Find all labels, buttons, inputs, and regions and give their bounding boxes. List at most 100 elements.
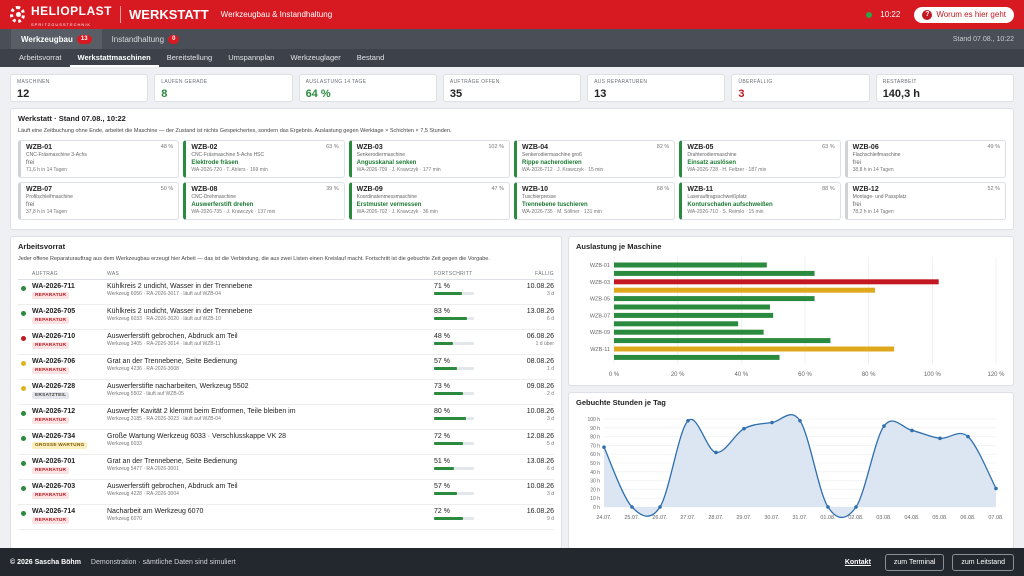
due-cell: 13.08.26 6 d	[504, 454, 554, 480]
x-tick-label: 04.08.	[904, 515, 920, 521]
table-row[interactable]: WA-2026-703 REPARATUR Auswerferstift gebro…	[18, 479, 554, 505]
order-type-badge: REPARATUR	[32, 317, 70, 324]
data-point-01.08.	[826, 505, 830, 509]
status-dot-icon	[21, 336, 26, 341]
data-point-29.07.	[742, 426, 746, 431]
table-row[interactable]: WA-2026-711 REPARATUR Kühlkreis 2 undicht,…	[18, 279, 554, 305]
kpi-value: 12	[17, 88, 30, 100]
help-button[interactable]: ? Worum es hier geht	[914, 6, 1014, 23]
bar-wzb-05	[614, 296, 815, 302]
bar-wzb-08	[614, 321, 739, 327]
status-dot-icon	[21, 386, 26, 391]
progress-value: 51 %	[434, 458, 450, 465]
terminal-button[interactable]: zum Terminal	[884, 553, 945, 571]
kpi-value: 13	[594, 88, 607, 100]
machine-card-head: WZB-06 49 %	[853, 144, 1000, 151]
y-tick-label: 20 h	[590, 487, 600, 493]
what-cell: Kühlkreis 2 undicht, Wasser in der Trenn…	[107, 304, 434, 330]
bar-wzb-01	[614, 262, 767, 268]
order-cell: WA-2026-714 REPARATUR	[32, 504, 107, 530]
machine-meta: 38,8 h in 14 Tagen	[852, 167, 894, 173]
due-remaining: 3 d	[547, 416, 554, 422]
machine-card[interactable]: WZB-02 63 % CNC-Fräsmaschine 5-Achs HSC Ele…	[183, 140, 345, 178]
status-cell	[18, 304, 32, 330]
machine-card-head: WZB-12 52 %	[853, 186, 1000, 193]
progress-value: 80 %	[434, 408, 450, 415]
status-cell	[18, 354, 32, 380]
subtab-arbeitsvorrat[interactable]: Arbeitsvorrat	[19, 53, 62, 62]
table-row[interactable]: WA-2026-728 ERSATZTEIL Auswerferstifte nac…	[18, 379, 554, 405]
machine-card[interactable]: WZB-05 63 % Drahterodiermaschine Einsatz au…	[679, 140, 841, 178]
due-date: 10.08.26	[526, 283, 554, 290]
leitstand-button[interactable]: zum Leitstand	[952, 553, 1014, 571]
kpi-label: Aus Reparaturen	[594, 79, 648, 85]
order-description: Nacharbeit am Werkzeug 6070	[107, 508, 204, 515]
y-tick-label: 40 h	[590, 470, 600, 476]
machine-id: WZB-06	[852, 144, 879, 151]
subtab-werkzeuglager[interactable]: Werkzeuglager	[290, 53, 341, 62]
subtab-bestand[interactable]: Bestand	[356, 53, 385, 62]
order-description: Auswerferstift gebrochen, Abdruck am Tei…	[107, 483, 238, 490]
machine-card[interactable]: WZB-01 48 % CNC-Fräsmaschine 3-Achs frei 71,…	[18, 140, 180, 178]
order-type-badge: REPARATUR	[32, 342, 70, 349]
y-tick-label: WZB-01	[590, 263, 610, 269]
tab-werkzeugbau[interactable]: Werkzeugbau 13	[11, 29, 102, 49]
progress-cell: 72 %	[434, 429, 504, 455]
kontakt-link[interactable]: Kontakt	[844, 558, 871, 566]
x-tick-label: 02.08.	[848, 515, 864, 521]
table-row[interactable]: WA-2026-714 REPARATUR Nacharbeit am Werkze…	[18, 504, 554, 530]
order-details: Werkzeug 4236 · RA-2026-3008	[107, 366, 179, 372]
machine-id: WZB-12	[852, 186, 879, 193]
machine-card[interactable]: WZB-10 68 % Tuschierpresse Trennebene tusch…	[513, 182, 676, 220]
machine-meta: WA-2026-712 · J. Krawczyk · 15 min	[521, 167, 604, 173]
stand-timestamp: Stand 07.08., 10:22	[952, 35, 1014, 43]
status-cell	[18, 429, 32, 455]
table-row[interactable]: WA-2026-734 GROSSE WARTUNG Große Wartung W…	[18, 429, 554, 455]
progress-cell: 83 %	[434, 304, 504, 330]
kpi-label: Maschinen	[17, 79, 50, 85]
machine-card[interactable]: WZB-04 82 % Senkerodiermaschine groß Rippe …	[513, 140, 676, 178]
order-description: Auswerfer Kavität 2 klemmt beim Entforme…	[107, 408, 296, 415]
werkstatt-panel: Werkstatt · Stand 07.08., 10:22 Läuft ei…	[10, 108, 1014, 230]
x-tick-label: 31.07.	[792, 515, 808, 521]
machine-card-head: WZB-10 68 %	[522, 186, 669, 193]
machine-id: WZB-10	[521, 186, 549, 193]
machine-card[interactable]: WZB-12 52 % Montage- und Passplatz frei 78,2…	[844, 182, 1006, 220]
machine-meta: WA-2026-735 · J. Krawczyk · 137 min	[191, 209, 276, 215]
table-row[interactable]: WA-2026-712 REPARATUR Auswerfer Kavität 2 …	[18, 404, 554, 430]
kpi-card: Maschinen 12	[10, 74, 149, 102]
y-tick-label: WZB-09	[590, 330, 610, 336]
copyright: © 2026 Sascha Böhm	[10, 558, 81, 566]
tab-instandhaltung[interactable]: Instandhaltung 0	[102, 29, 190, 49]
progress-bar	[434, 417, 474, 420]
table-row[interactable]: WA-2026-710 REPARATUR Auswerferstift gebro…	[18, 329, 554, 355]
machine-card[interactable]: WZB-08 39 % CNC-Drehmaschine Auswerferstift…	[183, 182, 345, 220]
order-cell: WA-2026-711 REPARATUR	[32, 279, 107, 305]
order-type-badge: REPARATUR	[32, 467, 70, 474]
table-row[interactable]: WA-2026-705 REPARATUR Kühlkreis 2 undicht,…	[18, 304, 554, 330]
machine-card[interactable]: WZB-03 102 % Senkerodiermaschine Angusskana…	[348, 140, 510, 178]
table-row[interactable]: WA-2026-701 REPARATUR Grat an der Trennebe…	[18, 454, 554, 480]
progress-bar	[434, 517, 474, 520]
data-point-28.07.	[714, 450, 718, 455]
machine-card[interactable]: WZB-06 49 % Flachschleifmaschine frei 38,8 h…	[844, 140, 1006, 178]
x-tick-label: 80 %	[862, 372, 876, 378]
order-id: WA-2026-728	[32, 383, 76, 390]
data-point-25.07.	[630, 505, 634, 509]
machine-card[interactable]: WZB-09 47 % Koordinatenmessmaschine Erstmus…	[348, 182, 510, 220]
machine-utilization: 50 %	[160, 186, 174, 192]
subtab-umspannplan[interactable]: Umspannplan	[228, 53, 275, 62]
machine-card[interactable]: WZB-07 50 % Profilschleifmaschine frei 37,8 …	[18, 182, 180, 220]
brand-sub: SPRITZGUSSTECHNIK	[30, 22, 92, 27]
order-cell: WA-2026-706 REPARATUR	[32, 354, 107, 380]
machine-card[interactable]: WZB-11 88 % Laserauftragsschweißplatz Kontu…	[679, 182, 841, 220]
x-tick-label: 27.07.	[680, 515, 696, 521]
order-id: WA-2026-734	[32, 433, 76, 440]
machine-job: Elektrode fräsen	[191, 160, 239, 166]
progress-fill	[434, 442, 463, 445]
table-row[interactable]: WA-2026-706 REPARATUR Grat an der Trennebe…	[18, 354, 554, 380]
subtab-bereitstellung[interactable]: Bereitstellung	[166, 53, 213, 62]
subtab-werkstattmaschinen[interactable]: Werkstattmaschinen	[69, 49, 159, 67]
machine-job: frei	[26, 160, 35, 166]
order-type-badge: REPARATUR	[32, 517, 70, 524]
